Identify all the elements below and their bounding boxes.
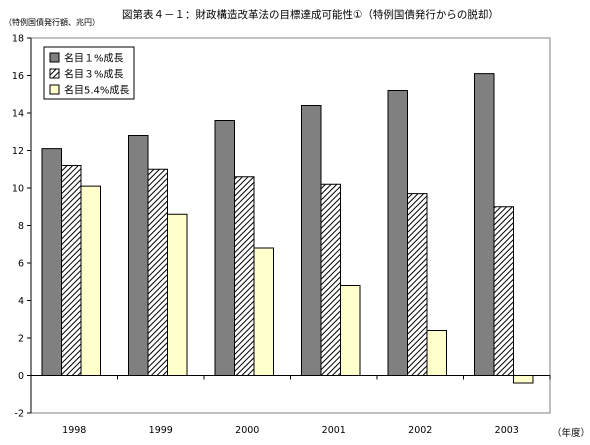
bar-3 — [253, 247, 274, 376]
bar-1 — [387, 90, 408, 376]
bar-3 — [167, 213, 188, 376]
bar-3 — [513, 375, 534, 384]
bar-1 — [301, 105, 322, 376]
bar-1 — [41, 148, 62, 376]
bar-2 — [234, 176, 255, 376]
legend-swatch-1 — [49, 52, 60, 63]
y-tick-label: 10 — [12, 184, 24, 195]
bar-3 — [426, 330, 447, 376]
x-tick-label: 1999 — [149, 425, 173, 436]
bar-2 — [493, 206, 514, 376]
bar-2 — [147, 168, 168, 376]
y-tick-label: 12 — [12, 146, 24, 157]
bar-1 — [474, 73, 495, 376]
bar-1 — [128, 135, 149, 376]
y-tick-label: 6 — [18, 259, 24, 270]
x-axis-label: （年度） — [552, 427, 590, 439]
bar-2 — [320, 183, 341, 376]
bar-3 — [340, 285, 361, 376]
y-axis-label: （特例国債発行額、兆円） — [4, 17, 100, 27]
bar-3 — [80, 185, 101, 376]
y-tick-label: 18 — [12, 34, 24, 45]
y-tick-label: 2 — [18, 334, 24, 345]
x-tick-label: 1998 — [62, 425, 86, 436]
y-tick-label: 8 — [18, 221, 24, 232]
legend-swatch-2 — [49, 68, 60, 79]
chart-title: 図第表４－１：財政構造改革法の目標達成可能性①（特例国債発行からの脱却） — [122, 8, 499, 21]
bar-1 — [214, 120, 235, 376]
y-tick-label: 0 — [18, 371, 24, 382]
x-tick-label: 2001 — [322, 425, 346, 436]
y-tick-label: 16 — [12, 71, 24, 82]
bar-2 — [407, 193, 428, 376]
legend-label-3: 名目5.4%成長 — [64, 84, 129, 97]
y-tick-label: 14 — [12, 109, 24, 120]
y-tick-label: 4 — [18, 296, 24, 307]
y-tick-label: -2 — [15, 409, 24, 420]
x-tick-label: 2000 — [235, 425, 259, 436]
legend-label-2: 名目３%成長 — [64, 68, 124, 81]
x-tick-label: 2002 — [408, 425, 432, 436]
legend-label-1: 名目１%成長 — [64, 52, 124, 65]
legend-swatch-3 — [49, 84, 60, 95]
x-tick-label: 2003 — [495, 425, 519, 436]
bar-2 — [61, 165, 82, 376]
